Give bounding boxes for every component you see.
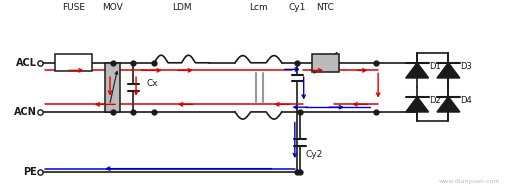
Text: FUSE: FUSE (62, 3, 85, 12)
Text: ACL: ACL (16, 58, 37, 68)
Text: D2: D2 (429, 96, 441, 105)
Text: D3: D3 (460, 62, 472, 71)
Polygon shape (406, 63, 429, 78)
FancyBboxPatch shape (55, 54, 92, 71)
Text: LDM: LDM (172, 3, 192, 12)
Text: D1: D1 (429, 62, 441, 71)
Text: Cy2: Cy2 (305, 150, 323, 159)
Text: www.dianyuan.com: www.dianyuan.com (438, 179, 500, 184)
Polygon shape (437, 63, 460, 78)
FancyBboxPatch shape (312, 54, 339, 72)
Polygon shape (406, 97, 429, 112)
FancyBboxPatch shape (105, 63, 120, 112)
Text: MOV: MOV (102, 3, 123, 12)
Polygon shape (437, 97, 460, 112)
Text: Cx: Cx (147, 79, 158, 88)
Text: Cy1: Cy1 (289, 3, 306, 12)
Text: NTC: NTC (317, 3, 335, 12)
Text: D4: D4 (460, 96, 472, 105)
Text: Lcm: Lcm (249, 3, 268, 12)
Text: ACN: ACN (14, 107, 37, 117)
Text: PE: PE (23, 167, 37, 177)
